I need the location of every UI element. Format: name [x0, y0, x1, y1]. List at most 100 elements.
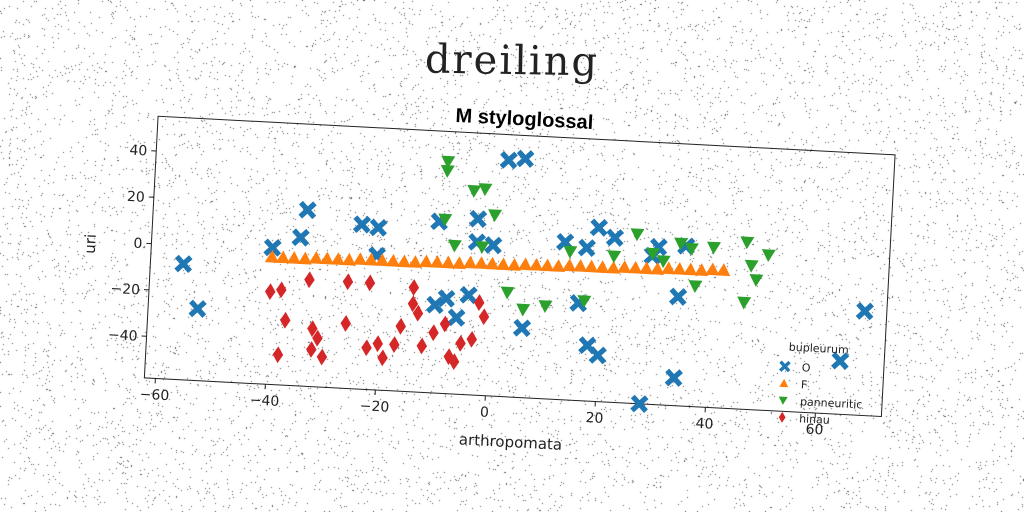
data-point — [352, 215, 372, 234]
plot-frame — [143, 115, 896, 418]
y-tick-label: −40 — [108, 327, 138, 345]
data-point — [361, 339, 372, 357]
legend-title: bupleurum — [789, 341, 850, 357]
data-point — [428, 324, 439, 342]
x-tick-label: 40 — [695, 416, 714, 433]
legend-label: hinau — [799, 412, 830, 427]
legend-label: F — [801, 378, 808, 391]
data-point — [389, 336, 400, 353]
data-point — [291, 228, 310, 247]
x-tick-label: 20 — [585, 410, 604, 427]
data-point — [418, 254, 433, 268]
axis-ticks: −60 −40 −20 0 20 40 60 −40 −20 0 20 40 — [108, 143, 824, 439]
data-point — [342, 273, 354, 291]
y-tick-label: −20 — [110, 281, 140, 299]
data-point — [455, 334, 466, 352]
data-point — [429, 255, 444, 269]
data-point — [297, 251, 312, 265]
y-axis-label: uri — [81, 234, 100, 255]
data-point — [377, 349, 388, 367]
data-point — [485, 256, 499, 270]
data-point — [276, 281, 287, 299]
y-tick-label: 20 — [127, 189, 146, 206]
data-point — [617, 260, 632, 274]
y-tick-label: 40 — [129, 143, 148, 160]
data-point — [330, 252, 345, 266]
chart-title: M styloglossal — [455, 105, 594, 134]
legend-marker — [778, 396, 788, 405]
data-point — [374, 253, 389, 267]
data-point — [264, 249, 279, 263]
legend-label: O — [801, 361, 811, 374]
data-point — [316, 348, 328, 366]
data-point — [306, 341, 317, 358]
x-tick-label: −20 — [359, 398, 389, 416]
data-point — [438, 213, 453, 227]
legend-marker — [779, 378, 789, 388]
data-point — [573, 259, 588, 273]
data-point — [443, 348, 455, 366]
data-point — [737, 296, 752, 310]
data-point — [396, 254, 411, 268]
data-point — [272, 346, 284, 364]
data-point — [749, 273, 764, 287]
data-point — [529, 257, 544, 271]
data-point — [407, 255, 422, 269]
data-point — [761, 249, 776, 263]
data-point — [707, 241, 722, 255]
x-tick-label: 0 — [480, 405, 490, 421]
data-point — [705, 262, 720, 276]
data-point — [855, 302, 874, 321]
y-tick-label: 0 — [133, 236, 143, 252]
data-point — [425, 295, 445, 315]
data-point — [740, 236, 755, 250]
data-point — [264, 283, 276, 301]
data-point — [407, 295, 419, 313]
data-point — [372, 335, 384, 353]
data-point — [466, 330, 478, 348]
data-point — [467, 184, 482, 198]
data-point — [468, 209, 488, 229]
data-point — [562, 258, 577, 272]
data-point — [263, 238, 282, 257]
data-point — [298, 200, 317, 220]
data-point — [496, 257, 510, 271]
data-point — [341, 252, 356, 266]
data-point — [656, 255, 671, 269]
data-point — [639, 261, 654, 275]
data-point — [577, 238, 596, 257]
data-point — [630, 394, 649, 413]
data-point — [441, 155, 456, 169]
data-point — [416, 337, 428, 355]
data-point — [668, 287, 688, 306]
data-point — [280, 311, 291, 329]
data-point — [683, 262, 698, 276]
data-point — [512, 318, 532, 338]
data-point — [304, 271, 315, 289]
data-point — [478, 183, 493, 197]
legend-label: panneuritic — [800, 395, 863, 411]
data-point — [540, 258, 555, 272]
x-tick-label: −60 — [139, 387, 169, 405]
legend-marker — [778, 360, 791, 373]
data-point — [488, 209, 503, 223]
data-point — [364, 274, 376, 292]
data-point — [437, 289, 456, 308]
data-point — [463, 255, 477, 269]
data-point — [516, 303, 531, 317]
data-point — [716, 263, 731, 277]
data-point — [538, 300, 553, 314]
data-point — [439, 315, 451, 333]
data-point — [447, 239, 462, 253]
data-point — [312, 329, 323, 347]
data-point — [588, 346, 607, 365]
data-point — [661, 261, 676, 275]
data-point — [473, 294, 485, 311]
data-point — [478, 308, 490, 326]
data-point — [395, 317, 407, 335]
data-point — [584, 259, 599, 273]
data-point — [308, 251, 323, 264]
